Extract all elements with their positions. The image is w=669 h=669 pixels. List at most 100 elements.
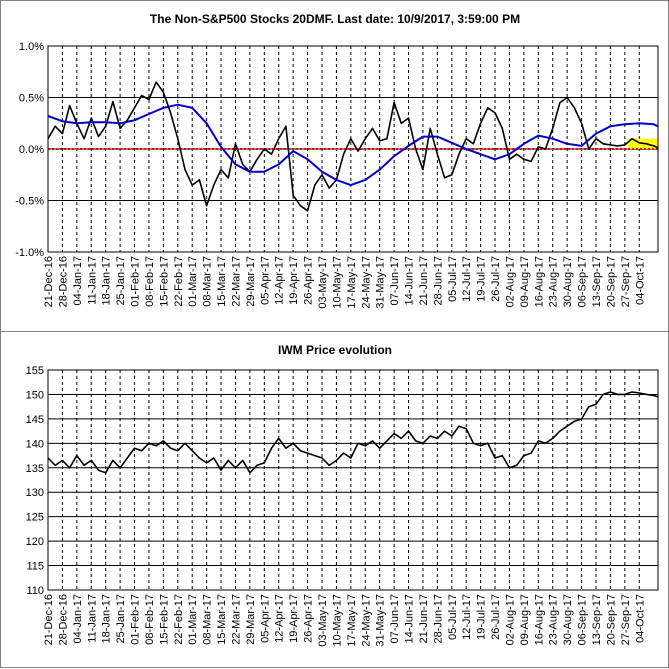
y-tick-label: 1.0% — [19, 41, 44, 53]
x-tick-label: 22-Mar-17 — [230, 594, 242, 645]
x-tick-label: 31-May-17 — [375, 594, 387, 647]
x-tick-label: 07-Jun-17 — [389, 594, 401, 644]
x-tick-label: 18-Jan-17 — [101, 594, 113, 644]
x-tick-label: 21-Dec-16 — [43, 256, 55, 307]
x-tick-label: 26-Apr-17 — [303, 256, 315, 305]
x-tick-label: 09-Aug-17 — [519, 256, 531, 307]
x-tick-label: 21-Jun-17 — [418, 256, 430, 306]
x-tick-label: 27-Sep-17 — [620, 256, 632, 307]
x-tick-label: 21-Jun-17 — [418, 594, 430, 644]
x-tick-label: 04-Oct-17 — [634, 594, 646, 643]
y-tick-label: 140 — [26, 438, 44, 450]
y-tick-label: -1.0% — [15, 247, 44, 259]
x-tick-label: 28-Dec-16 — [57, 256, 69, 307]
x-tick-label: 21-Dec-16 — [43, 594, 55, 645]
x-tick-label: 23-Aug-17 — [548, 594, 560, 645]
series-line — [47, 81, 659, 212]
y-tick-label: 155 — [26, 365, 44, 377]
x-tick-label: 02-Aug-17 — [504, 594, 516, 645]
y-tick-label: 120 — [26, 536, 44, 548]
x-tick-label: 08-Feb-17 — [144, 594, 156, 645]
x-tick-label: 28-Jun-17 — [432, 594, 444, 644]
x-tick-label: 11-Jan-17 — [86, 256, 98, 305]
plot-area-border — [47, 45, 659, 253]
x-tick-label: 08-Feb-17 — [144, 256, 156, 307]
x-tick-label: 31-May-17 — [375, 256, 387, 309]
x-tick-label: 25-Jan-17 — [115, 594, 127, 644]
y-tick-label: 115 — [26, 561, 44, 573]
x-tick-label: 30-Aug-17 — [562, 256, 574, 307]
x-tick-label: 24-May-17 — [360, 256, 372, 309]
x-tick-label: 01-Mar-17 — [187, 594, 199, 645]
x-tick-label: 17-May-17 — [346, 594, 358, 647]
x-tick-label: 12-Jul-17 — [461, 256, 473, 302]
y-tick-label: 125 — [26, 512, 44, 524]
x-tick-label: 15-Feb-17 — [158, 594, 170, 645]
y-tick-label: 110 — [26, 585, 44, 597]
x-tick-label: 10-May-17 — [331, 256, 343, 309]
x-tick-label: 06-Sep-17 — [577, 594, 589, 645]
x-tick-label: 24-May-17 — [360, 594, 372, 647]
x-tick-label: 01-Feb-17 — [130, 594, 142, 645]
x-tick-label: 29-Mar-17 — [245, 594, 257, 645]
x-tick-label: 28-Dec-16 — [57, 594, 69, 645]
x-tick-label: 05-Jul-17 — [447, 594, 459, 640]
x-tick-label: 03-May-17 — [317, 594, 329, 647]
x-tick-label: 12-Apr-17 — [274, 594, 286, 643]
chart-title: The Non-S&P500 Stocks 20DMF. Last date: … — [150, 12, 520, 26]
x-tick-label: 22-Mar-17 — [230, 256, 242, 307]
x-tick-label: 04-Oct-17 — [634, 256, 646, 305]
x-tick-label: 04-Jan-17 — [72, 256, 84, 306]
x-tick-label: 23-Aug-17 — [548, 256, 560, 307]
x-tick-label: 15-Mar-17 — [216, 594, 228, 645]
chart-title: IWM Price evolution — [278, 343, 392, 357]
x-tick-label: 18-Jan-17 — [101, 256, 113, 306]
x-tick-label: 13-Sep-17 — [591, 256, 603, 307]
series-line — [47, 391, 659, 474]
x-tick-label: 16-Aug-17 — [533, 256, 545, 307]
plot-area-border — [47, 369, 659, 591]
chart-dmf: The Non-S&P500 Stocks 20DMF. Last date: … — [15, 12, 659, 309]
x-tick-label: 30-Aug-17 — [562, 594, 574, 645]
panel-divider — [1, 331, 668, 332]
x-tick-label: 22-Feb-17 — [173, 594, 185, 645]
x-tick-label: 08-Mar-17 — [202, 594, 214, 645]
x-tick-label: 01-Feb-17 — [130, 256, 142, 307]
x-tick-label: 05-Apr-17 — [259, 594, 271, 643]
x-tick-label: 25-Jan-17 — [115, 256, 127, 306]
x-tick-label: 29-Mar-17 — [245, 256, 257, 307]
x-tick-label: 19-Jul-17 — [476, 594, 488, 640]
x-tick-label: 05-Apr-17 — [259, 256, 271, 305]
x-tick-label: 26-Jul-17 — [490, 256, 502, 302]
y-tick-label: 135 — [26, 463, 44, 475]
y-tick-label: 150 — [26, 389, 44, 401]
series-line — [47, 103, 659, 187]
y-tick-label: 145 — [26, 414, 44, 426]
x-tick-label: 07-Jun-17 — [389, 256, 401, 306]
y-tick-label: -0.5% — [15, 196, 44, 208]
x-tick-label: 10-May-17 — [331, 594, 343, 647]
x-tick-label: 03-May-17 — [317, 256, 329, 309]
x-tick-label: 20-Sep-17 — [605, 256, 617, 307]
x-tick-label: 28-Jun-17 — [432, 256, 444, 306]
x-tick-label: 15-Feb-17 — [158, 256, 170, 307]
x-tick-label: 12-Apr-17 — [274, 256, 286, 305]
x-tick-label: 16-Aug-17 — [533, 594, 545, 645]
x-tick-label: 02-Aug-17 — [504, 256, 516, 307]
y-tick-label: 0.0% — [19, 144, 44, 156]
x-tick-label: 19-Apr-17 — [288, 256, 300, 305]
x-tick-label: 01-Mar-17 — [187, 256, 199, 307]
x-tick-label: 15-Mar-17 — [216, 256, 228, 307]
x-tick-label: 06-Sep-17 — [577, 256, 589, 307]
y-tick-label: 0.5% — [19, 93, 44, 105]
x-tick-label: 08-Mar-17 — [202, 256, 214, 307]
x-tick-label: 14-Jun-17 — [404, 594, 416, 644]
x-tick-label: 17-May-17 — [346, 256, 358, 309]
x-tick-label: 14-Jun-17 — [404, 256, 416, 306]
x-tick-label: 27-Sep-17 — [620, 594, 632, 645]
x-tick-label: 04-Jan-17 — [72, 594, 84, 644]
x-tick-label: 11-Jan-17 — [86, 594, 98, 643]
x-tick-label: 12-Jul-17 — [461, 594, 473, 640]
x-tick-label: 13-Sep-17 — [591, 594, 603, 645]
